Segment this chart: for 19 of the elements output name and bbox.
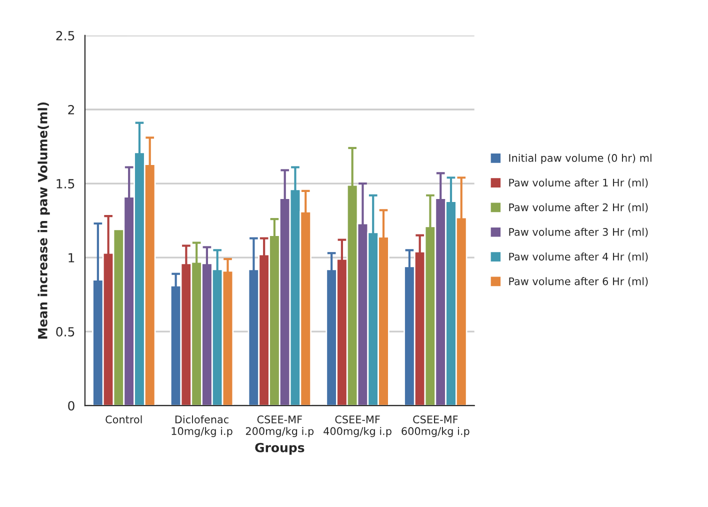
legend-label: Paw volume after 1 Hr (ml) bbox=[509, 178, 648, 188]
x-tick-label: CSEE-MF 200mg/kg i.p bbox=[246, 416, 314, 438]
y-tick-label: 2.5 bbox=[56, 30, 74, 40]
legend-label: Paw volume after 2 Hr (ml) bbox=[509, 203, 648, 212]
y-tick-label: 0 bbox=[68, 401, 74, 411]
legend-label: Initial paw volume (0 hr) ml bbox=[509, 154, 652, 164]
x-tick-label: Control bbox=[106, 415, 142, 424]
y-axis-title: Mean increase in paw Volume(ml) bbox=[38, 102, 50, 339]
legend-label: Paw volume after 6 Hr (ml) bbox=[509, 277, 648, 286]
y-tick-label: 2 bbox=[68, 104, 74, 114]
x-tick-label: CSEE-MF 600mg/kg i.p bbox=[402, 416, 470, 438]
y-tick-label: 1 bbox=[68, 253, 74, 262]
x-tick-label: Diclofenac 10mg/kg i.p bbox=[172, 415, 232, 438]
legend-label: Paw volume after 4 Hr (ml) bbox=[509, 252, 648, 262]
x-axis-title: Groups bbox=[255, 442, 304, 455]
y-tick-label: 0.5 bbox=[56, 327, 74, 337]
y-tick-label: 1.5 bbox=[56, 179, 74, 188]
x-tick-label: CSEE-MF 400mg/kg i.p bbox=[324, 416, 392, 438]
legend-label: Paw volume after 3 Hr (ml) bbox=[509, 228, 648, 238]
